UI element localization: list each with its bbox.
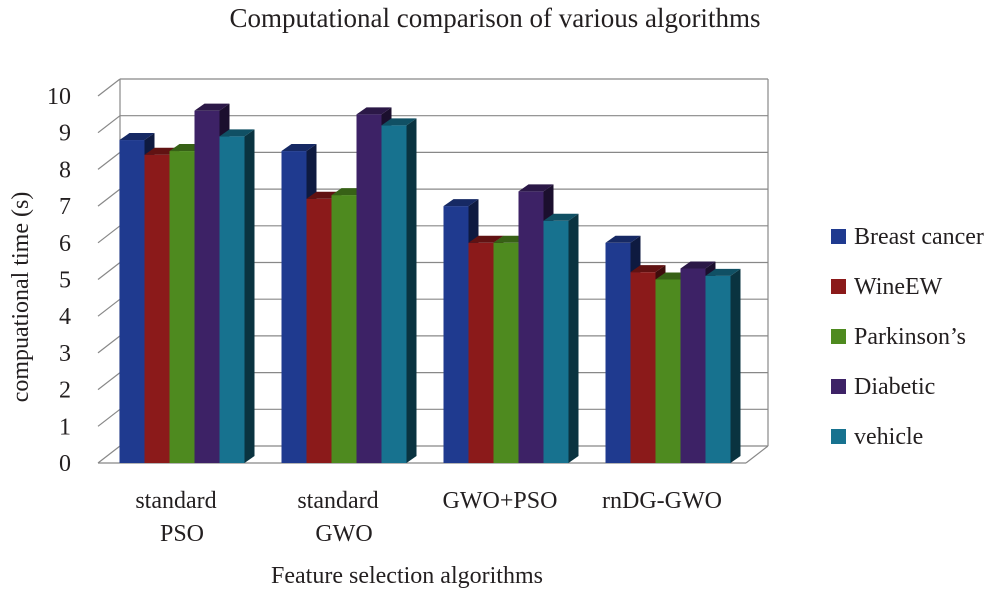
bar-front xyxy=(144,154,170,463)
x-tick-label-line: GWO+PSO xyxy=(443,488,558,514)
legend-swatch xyxy=(831,279,846,294)
chart-title: Computational comparison of various algo… xyxy=(230,3,761,33)
bar-front xyxy=(219,136,245,463)
gridline-side xyxy=(97,445,121,464)
x-axis-label: Feature selection algorithms xyxy=(271,563,543,589)
bar xyxy=(381,118,417,464)
x-tick-label: standard GWO xyxy=(297,488,378,547)
x-tick-label: GWO+PSO xyxy=(443,488,558,514)
bar-front xyxy=(705,275,731,463)
bar-top xyxy=(443,199,479,207)
bar xyxy=(219,129,255,463)
bar-top xyxy=(281,144,317,152)
bar-side xyxy=(568,213,579,463)
y-tick-label: 8 xyxy=(59,157,71,183)
y-tick-label: 9 xyxy=(59,121,71,147)
legend-swatch xyxy=(831,379,846,394)
x-tick-label-line: PSO xyxy=(160,521,204,547)
bar-top xyxy=(680,261,716,269)
gridline-side xyxy=(97,188,121,207)
bar-front xyxy=(306,198,332,463)
bar-front xyxy=(169,151,195,464)
chart-legend: Breast cancer WineEW Parkinson’s Diabetic ve… xyxy=(831,224,984,450)
bar-side xyxy=(244,129,255,463)
legend-item: vehicle xyxy=(831,424,923,450)
gridline-side xyxy=(97,225,121,244)
legend-item: Parkinson’s xyxy=(831,324,966,350)
x-tick-label: standard PSO xyxy=(135,488,216,547)
bar xyxy=(705,268,741,463)
bar-top xyxy=(119,133,155,141)
y-tick-label: 10 xyxy=(47,84,71,110)
bar-top xyxy=(605,235,641,243)
bar-top xyxy=(381,118,417,126)
legend-label: vehicle xyxy=(854,424,923,450)
bar-top xyxy=(518,184,554,192)
y-tick-label: 2 xyxy=(59,378,71,404)
bar-front xyxy=(605,242,631,463)
x-tick-label-line: rnDG-GWO xyxy=(602,488,722,514)
y-axis-label: compuational time (s) xyxy=(8,192,34,403)
bar-front xyxy=(493,242,519,463)
bar-top xyxy=(194,103,230,111)
bar-front xyxy=(468,242,494,463)
bar-top xyxy=(356,107,392,115)
bar-front xyxy=(680,268,706,463)
bar-top xyxy=(630,265,666,273)
y-tick-label: 3 xyxy=(59,341,71,367)
legend-item: Diabetic xyxy=(831,374,935,400)
bar-front xyxy=(630,272,656,463)
y-tick-label: 6 xyxy=(59,231,71,257)
y-tick-label: 1 xyxy=(59,414,71,440)
x-tick-label-line: standard xyxy=(135,488,216,514)
chart-bars xyxy=(119,103,741,464)
x-axis-ticks: standard PSO standard GWO GWO+PSO rnDG-GWO xyxy=(135,488,722,547)
y-axis-ticks: 0 1 2 3 4 5 6 7 8 9 10 xyxy=(47,84,71,477)
bar-top xyxy=(468,235,504,243)
floor-right-edge xyxy=(745,445,769,464)
legend-label: Parkinson’s xyxy=(854,324,966,350)
bar-front xyxy=(543,220,569,463)
legend-item: Breast cancer xyxy=(831,224,984,250)
gridline-side xyxy=(97,262,121,280)
y-tick-label: 0 xyxy=(59,451,71,477)
x-tick-label: rnDG-GWO xyxy=(602,488,722,514)
bar-front xyxy=(194,110,220,464)
bar-front xyxy=(331,195,357,463)
gridline-side xyxy=(97,335,121,354)
bar-front xyxy=(281,151,307,464)
legend-label: Breast cancer xyxy=(854,224,984,250)
legend-label: Diabetic xyxy=(854,374,935,400)
gridline-side xyxy=(97,115,121,134)
bar-front xyxy=(655,279,681,463)
legend-swatch xyxy=(831,329,846,344)
gridline-side xyxy=(97,78,121,97)
bar-front xyxy=(443,206,469,463)
bar-side xyxy=(406,118,417,464)
bar-top xyxy=(219,129,255,137)
bar-side xyxy=(730,268,741,463)
gridline-side xyxy=(97,298,121,317)
legend-swatch xyxy=(831,229,846,244)
bar-front xyxy=(518,191,544,464)
bar-top xyxy=(543,213,579,221)
bar-front xyxy=(356,114,382,463)
legend-swatch xyxy=(831,429,846,444)
bar xyxy=(543,213,579,463)
gridline-side xyxy=(97,408,121,427)
bar-front xyxy=(119,140,145,464)
x-tick-label-line: standard xyxy=(297,488,378,514)
legend-label: WineEW xyxy=(854,274,943,300)
y-tick-label: 7 xyxy=(59,194,71,220)
x-tick-label-line: GWO xyxy=(315,521,372,547)
gridline-side xyxy=(97,151,121,170)
y-tick-label: 5 xyxy=(59,268,71,294)
legend-item: WineEW xyxy=(831,274,943,300)
bar-front xyxy=(381,125,407,464)
bar-top xyxy=(705,268,741,276)
gridline-side xyxy=(97,372,121,391)
y-tick-label: 4 xyxy=(59,304,71,330)
